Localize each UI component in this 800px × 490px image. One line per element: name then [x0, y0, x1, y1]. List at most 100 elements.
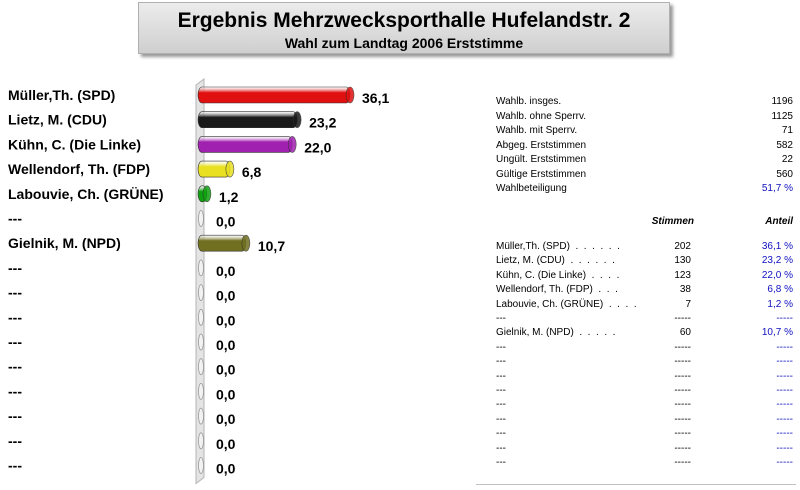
category-label: Müller,Th. (SPD) [8, 87, 115, 103]
title-box: Ergebnis Mehrzwecksporthalle Hufelandstr… [138, 2, 670, 54]
value-label: 6,8 [242, 164, 262, 180]
turnout-row: Wahlbeteiligung 51,7 % [496, 183, 793, 196]
votes-value: ----- [674, 313, 691, 324]
share-value: 22,0 % [761, 269, 793, 281]
votes-value: 38 [679, 284, 691, 296]
bar [197, 234, 247, 252]
candidate-name: Kühn, C. (Die Linke) . . . . [496, 269, 620, 281]
share-value: ----- [776, 313, 793, 324]
category-label: --- [8, 458, 22, 474]
votes-value: 7 [685, 298, 691, 310]
candidate-name: Labouvie, Ch. (GRÜNE) . . . . [496, 298, 637, 310]
value-label: 23,2 [309, 115, 336, 131]
result-row: --- ----- ----- [496, 428, 793, 440]
share-value: ----- [776, 356, 793, 368]
stat-value: 1125 [771, 110, 793, 122]
candidate-name: --- [496, 428, 506, 440]
stat-value: 560 [776, 168, 793, 180]
result-row: --- ----- ----- [496, 342, 793, 354]
category-label: --- [8, 260, 22, 276]
share-value: ----- [776, 341, 793, 353]
stat-row: Abgeg. Erststimmen 582 [496, 140, 793, 153]
candidate-name: --- [496, 457, 506, 468]
candidate-name: --- [496, 313, 506, 324]
category-label: --- [8, 359, 22, 375]
bar-cap [202, 185, 212, 203]
share-value: 1,2 % [767, 298, 793, 310]
category-label: --- [8, 285, 22, 301]
stat-label: Gültige Erststimmen [496, 168, 587, 180]
stat-row: Gültige Erststimmen 560 [496, 169, 793, 182]
stat-row: Wahlb. insges. 1196 [496, 96, 793, 109]
value-label: 0,0 [216, 337, 236, 353]
chart-title: Ergebnis Mehrzwecksporthalle Hufelandstr… [177, 9, 631, 32]
stat-row: Ungült. Erststimmen 22 [496, 154, 793, 167]
bar-empty [198, 457, 204, 474]
votes-value: ----- [674, 428, 691, 440]
category-label: --- [8, 408, 22, 424]
bar-cap [287, 136, 297, 153]
value-label: 0,0 [216, 288, 236, 304]
value-label: 0,0 [216, 312, 236, 328]
value-label: 36,1 [362, 90, 389, 106]
result-row: --- ----- ----- [496, 356, 793, 368]
bar-empty [198, 432, 204, 450]
turnout-value: 51,7 % [761, 183, 793, 194]
category-label: Kühn, C. (Die Linke) [8, 136, 141, 152]
stat-label: Abgeg. Erststimmen [496, 139, 587, 151]
bar-empty [198, 308, 204, 326]
category-label: Lietz, M. (CDU) [8, 112, 107, 128]
value-label: 0,0 [216, 263, 236, 279]
share-value: ----- [776, 428, 793, 440]
bar-cap [241, 234, 251, 252]
category-label: Labouvie, Ch. (GRÜNE) [8, 186, 164, 202]
stat-value: 22 [781, 154, 793, 165]
bar [197, 111, 298, 128]
result-row: --- ----- ----- [496, 313, 793, 325]
share-value: ----- [776, 413, 793, 425]
value-label: 22,0 [304, 139, 331, 155]
stat-value: 71 [781, 125, 793, 136]
candidate-name: --- [496, 399, 506, 411]
category-label: Wellendorf, Th. (FDP) [8, 161, 150, 177]
axis-wall [195, 78, 205, 485]
votes-value: ----- [674, 370, 691, 382]
votes-value: 60 [679, 327, 691, 339]
votes-value: ----- [674, 399, 691, 411]
votes-value: ----- [674, 341, 691, 353]
category-label: --- [8, 309, 22, 325]
value-label: 0,0 [216, 461, 236, 477]
value-label: 10,7 [258, 238, 285, 254]
votes-value: ----- [674, 442, 691, 454]
bar-empty [198, 210, 204, 227]
value-label: 1,2 [219, 189, 239, 205]
candidate-name: Gielnik, M. (NPD) . . . . . [496, 327, 616, 339]
stat-label: Wahlb. ohne Sperrv. [496, 110, 587, 122]
share-value: ----- [776, 385, 793, 396]
share-value: ----- [776, 399, 793, 411]
stat-label: Wahlb. insges. [496, 96, 562, 107]
bar-empty [198, 382, 204, 400]
bar [197, 160, 231, 178]
category-label: --- [8, 433, 22, 449]
bar-cap [225, 160, 235, 178]
votes-value: 123 [674, 269, 691, 281]
result-row: --- ----- ----- [496, 443, 793, 455]
share-value: ----- [776, 442, 793, 454]
bar-empty [198, 358, 204, 376]
votes-value: ----- [674, 385, 691, 396]
candidate-name: --- [496, 385, 506, 396]
value-label: 0,0 [216, 214, 236, 230]
stat-value: 1196 [771, 96, 793, 107]
column-header-share: Anteil [765, 216, 793, 227]
stat-row: Wahlb. ohne Sperrv. 1125 [496, 111, 793, 124]
bar [197, 86, 351, 104]
candidate-name: --- [496, 442, 506, 454]
result-row: --- ----- ----- [496, 457, 793, 469]
result-row: --- ----- ----- [496, 414, 793, 426]
share-value: 36,1 % [761, 241, 793, 252]
bar-empty [198, 333, 204, 351]
candidate-name: --- [496, 356, 506, 368]
value-label: 0,0 [216, 411, 236, 427]
bar [197, 136, 293, 153]
